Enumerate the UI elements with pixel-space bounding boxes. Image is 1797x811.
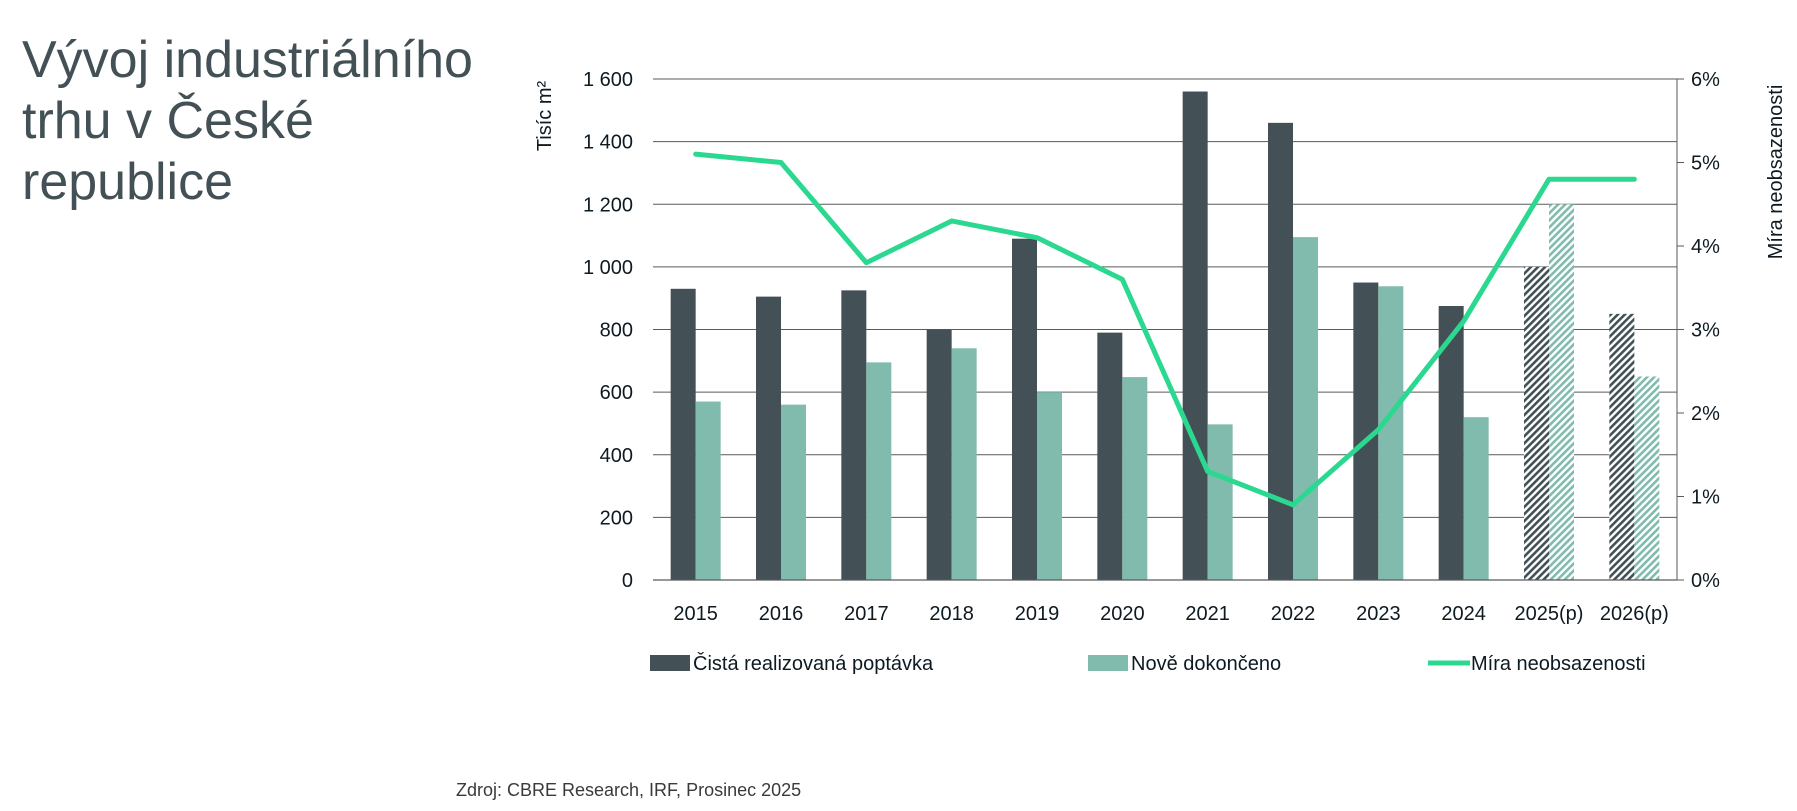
bar-completed: [1463, 417, 1489, 580]
y2-tick-label: 1%: [1691, 487, 1720, 509]
y2-tick-label: 6%: [1691, 69, 1720, 91]
axes: 0 200 400 600 800 1 000 1 200 1 400 1 600 0% 1% 2% 3…: [534, 69, 1787, 625]
x-tick-label: 2016: [759, 603, 804, 625]
y-tick-label: 400: [600, 445, 633, 467]
x-tick-label: 2020: [1100, 603, 1145, 625]
bar-demand: [670, 288, 696, 580]
x-tick-label: 2015: [673, 603, 718, 625]
y2-tick-label: 5%: [1691, 153, 1720, 175]
bars: [670, 91, 1660, 581]
x-tick-label: 2019: [1015, 603, 1060, 625]
bar-demand: [841, 290, 867, 580]
bar-demand: [1097, 332, 1123, 580]
x-tick-label: 2024: [1441, 603, 1486, 625]
legend-demand-label: Čistá realizovaná poptávka: [693, 652, 934, 675]
x-tick-label: 2026(p): [1600, 603, 1669, 625]
y2-tick-label: 2%: [1691, 403, 1720, 425]
x-tick-label: 2018: [929, 603, 974, 625]
bar-completed: [1378, 286, 1404, 580]
bar-demand: [756, 296, 781, 580]
x-tick-label: 2023: [1356, 603, 1401, 625]
y-tick-label: 800: [600, 320, 633, 342]
x-tick-label: 2021: [1185, 603, 1230, 625]
bar-completed: [1634, 376, 1660, 580]
y-tick-label: 1 200: [583, 194, 633, 216]
source-note: Zdroj: CBRE Research, IRF, Prosinec 2025: [456, 780, 802, 800]
vacancy-line: [693, 151, 1637, 508]
y-tick-label: 1 400: [583, 132, 633, 154]
legend-vacancy-label: Míra neobsazenosti: [1471, 653, 1646, 675]
x-tick-label: 2025(p): [1515, 603, 1584, 625]
y-axis-title: Tisíc m²: [534, 80, 556, 151]
y2-tick-label: 0%: [1691, 570, 1720, 592]
bar-completed: [866, 362, 892, 580]
bar-demand: [1524, 266, 1549, 580]
y-tick-label: 1 600: [583, 69, 633, 91]
bar-completed: [1293, 237, 1318, 581]
legend-demand-swatch: [650, 655, 690, 671]
y2-tick-label: 3%: [1691, 320, 1720, 342]
y-tick-label: 600: [600, 382, 633, 404]
bar-completed: [1207, 424, 1233, 580]
bar-completed: [951, 348, 977, 580]
legend-completed-swatch: [1088, 655, 1128, 671]
bar-demand: [1182, 91, 1208, 581]
legend-completed-label: Nově dokončeno: [1131, 653, 1281, 675]
bar-demand: [926, 329, 952, 580]
page-title: Vývoj industriálního trhu v České republ…: [22, 31, 473, 211]
y-tick-label: 200: [600, 507, 633, 529]
bar-completed: [1122, 377, 1148, 580]
y-tick-label: 1 000: [583, 257, 633, 279]
x-tick-label: 2022: [1271, 603, 1316, 625]
bar-demand: [1268, 122, 1293, 581]
vacancy-line-layer: [693, 151, 1637, 508]
bar-completed: [1037, 392, 1062, 580]
bar-completed: [781, 404, 806, 580]
bar-demand: [1012, 238, 1037, 580]
y2-axis-title: Míra neobsazenosti: [1765, 85, 1787, 260]
x-tick-label: 2017: [844, 603, 889, 625]
bar-completed: [1549, 204, 1574, 580]
y2-tick-label: 4%: [1691, 236, 1720, 258]
legend: Čistá realizovaná poptávka Nově dokončeno…: [650, 652, 1646, 675]
bar-completed: [695, 401, 721, 580]
bar-demand: [1609, 313, 1635, 580]
gridlines: [653, 78, 1677, 581]
y-tick-label: 0: [622, 570, 633, 592]
